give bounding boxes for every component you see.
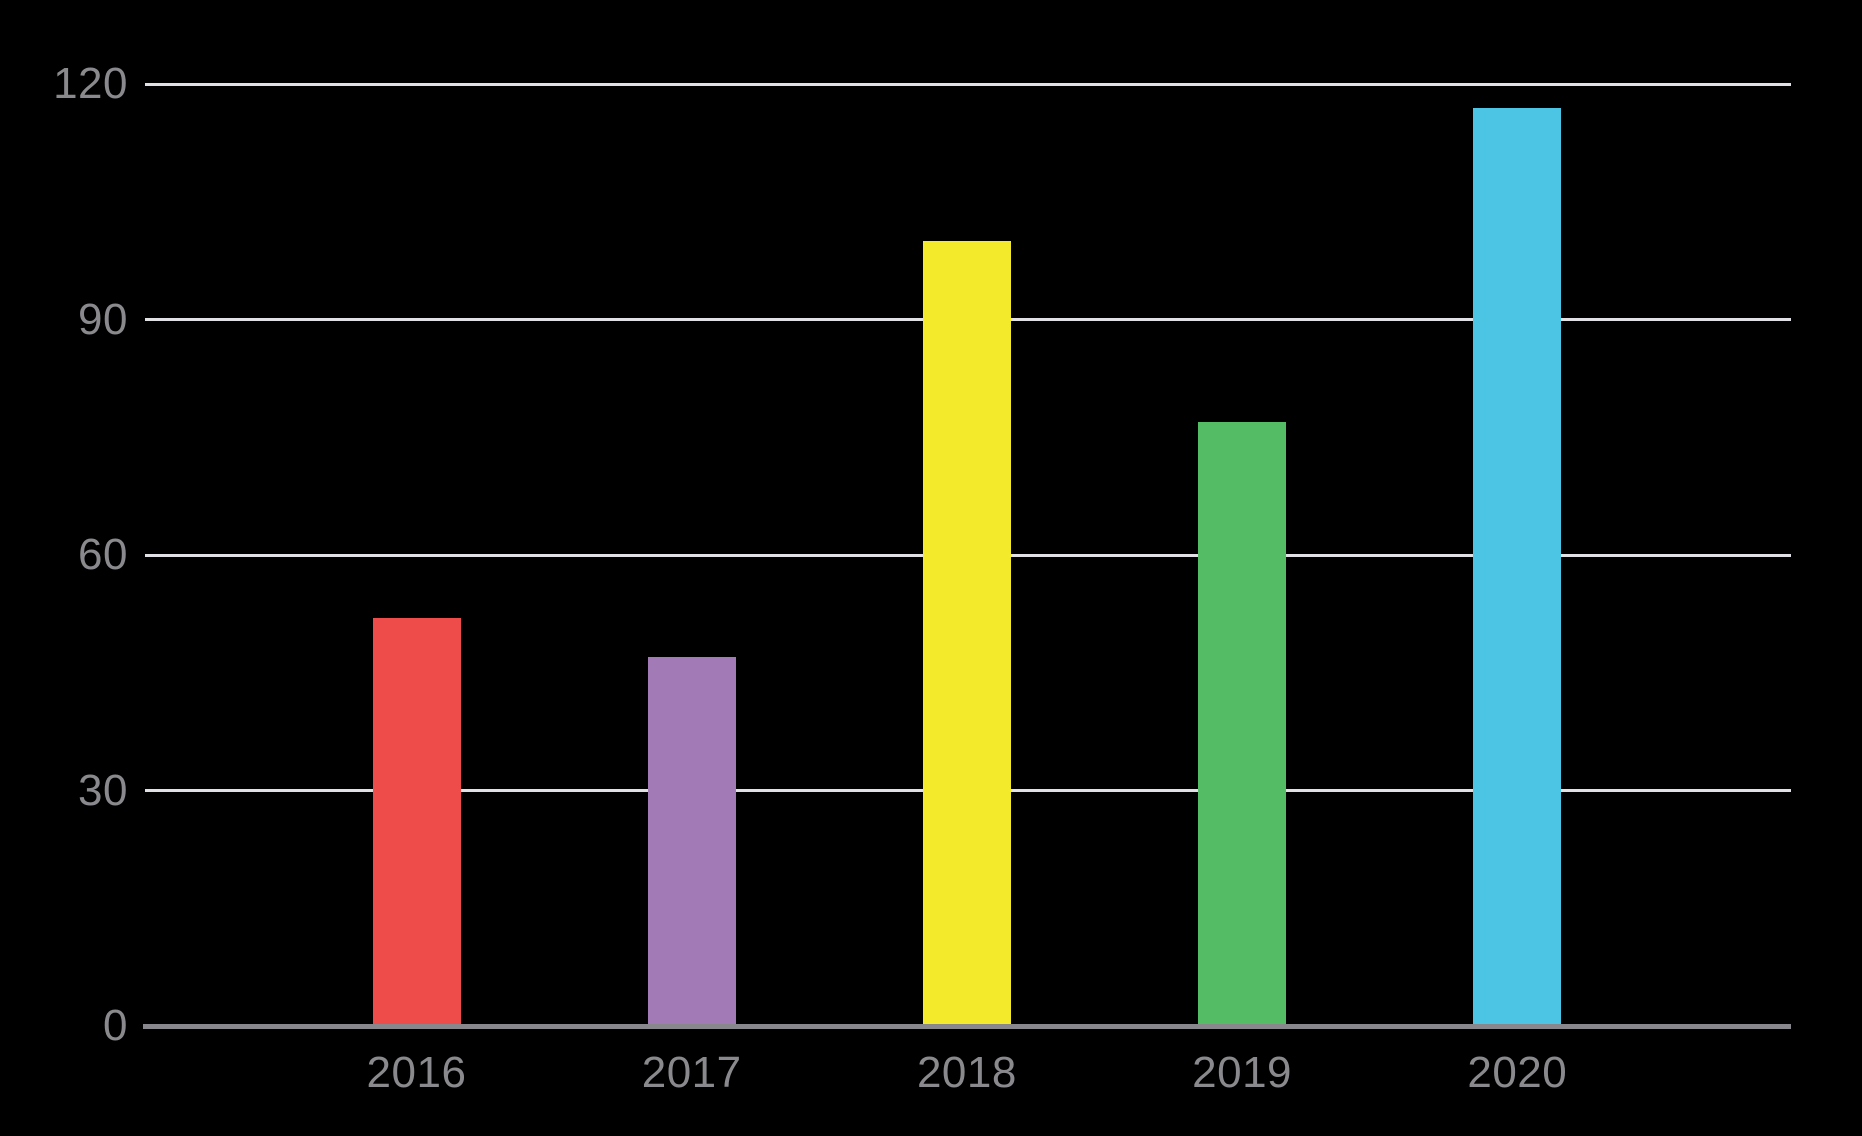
x-axis-line [143, 1023, 1791, 1029]
x-tick-label-2018: 2018 [916, 1048, 1017, 1097]
x-tick-label-2020: 2020 [1467, 1048, 1568, 1097]
bar-2017 [647, 657, 736, 1026]
bar-2016 [372, 617, 461, 1026]
y-tick-label-60: 60 [78, 530, 128, 579]
bar-2019 [1198, 421, 1287, 1026]
y-tick-label-0: 0 [103, 1001, 128, 1050]
x-tick-label-2017: 2017 [641, 1048, 742, 1097]
y-tick-label-120: 120 [53, 59, 128, 108]
x-tick-label-2016: 2016 [366, 1048, 467, 1097]
y-tick-label-30: 30 [78, 765, 128, 815]
gridline-120 [145, 82, 1791, 86]
x-tick-label-2019: 2019 [1192, 1048, 1293, 1097]
bar-2020 [1473, 107, 1562, 1026]
y-tick-label-90: 90 [78, 294, 128, 344]
bar-2018 [922, 241, 1011, 1026]
